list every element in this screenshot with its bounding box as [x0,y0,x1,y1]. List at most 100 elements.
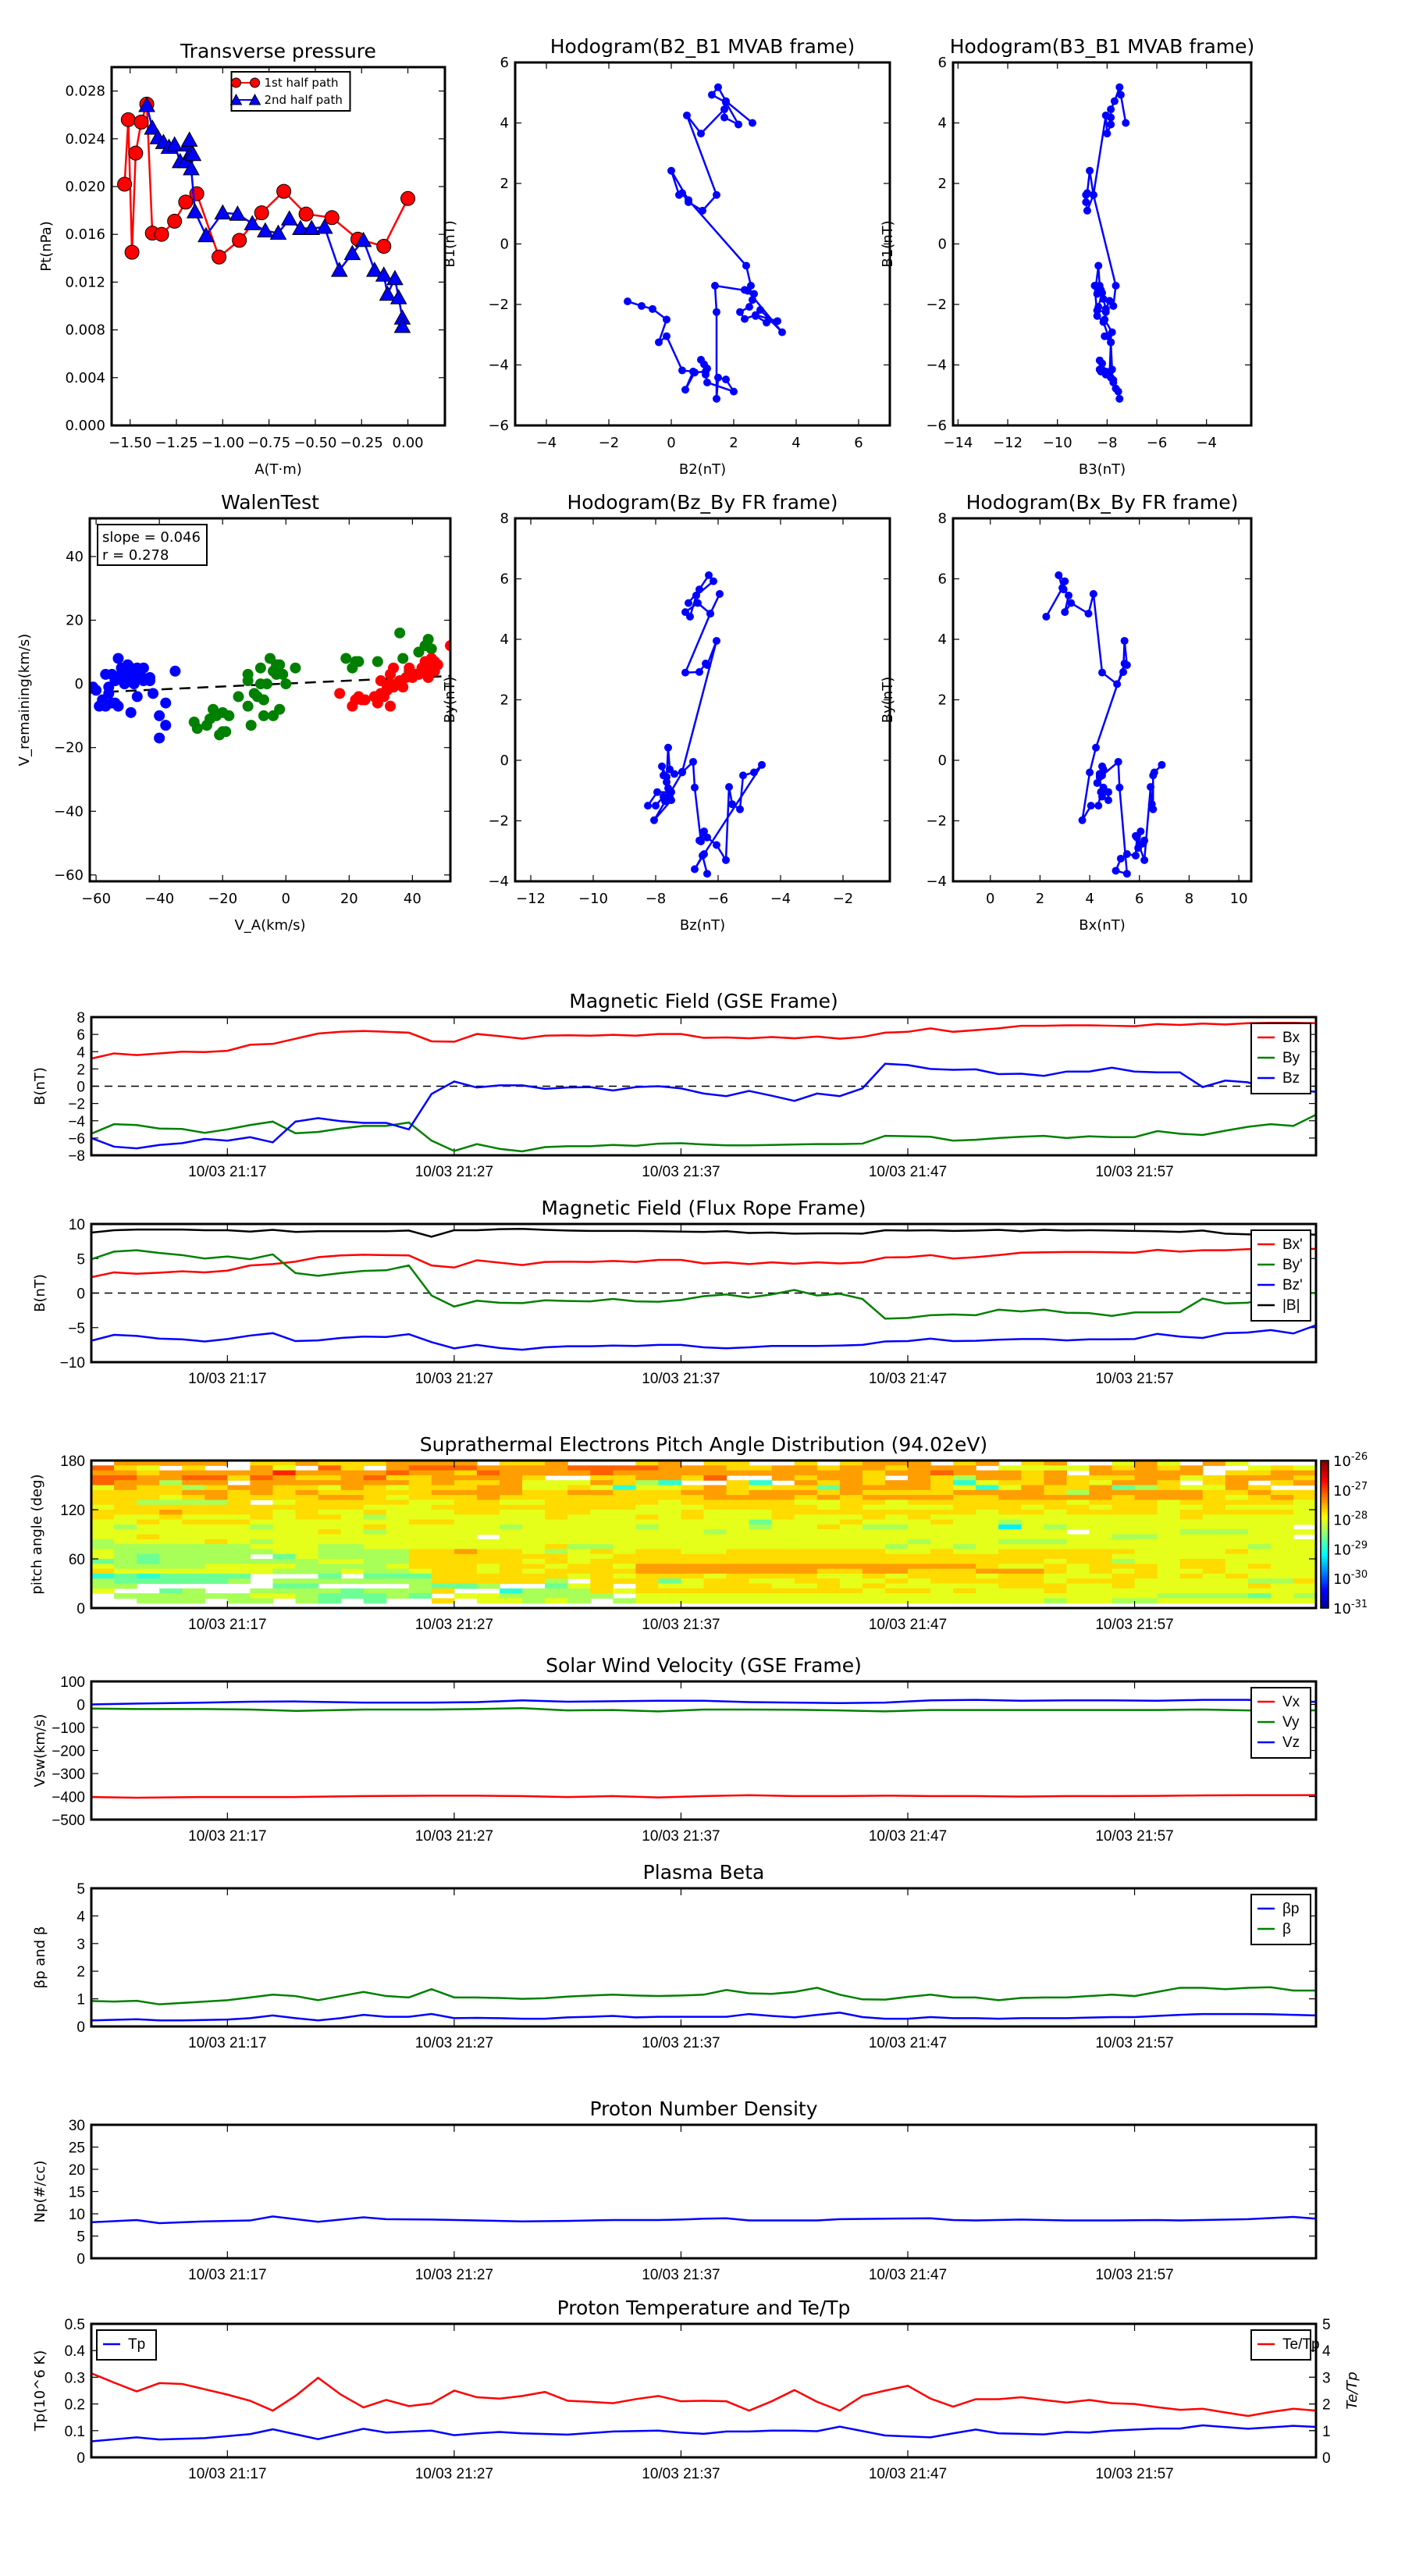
heatmap-cell [1066,1559,1090,1564]
heatmap-cell [431,1470,455,1476]
heatmap-cell [726,1529,750,1535]
heatmap-cell [1179,1568,1204,1574]
heatmap-cell [1157,1480,1181,1486]
x-tick-label: 10/03 21:27 [415,1828,493,1845]
heatmap-cell [454,1559,478,1564]
heatmap-cell [816,1568,841,1574]
y-tick-label: 2 [500,692,509,709]
x-tick-label: 10/03 21:47 [869,1828,947,1845]
heatmap-cell [1270,1539,1294,1545]
heatmap-cell [839,1495,863,1500]
y-tick-label: 15 [69,2185,85,2201]
heatmap-cell [726,1553,750,1560]
heatmap-cell [1112,1461,1136,1466]
heatmap-cell [500,1559,523,1564]
heatmap-cell [205,1480,228,1486]
colorbar-segment [1321,1583,1329,1587]
heatmap-cell [1066,1485,1090,1491]
heatmap-cell [1225,1544,1249,1550]
heatmap-cell [1157,1514,1181,1521]
heatmap-cell [500,1564,523,1570]
heatmap-cell [771,1510,795,1515]
x-axis-label: B2(nT) [679,461,726,478]
data-marker [638,301,646,310]
heatmap-cell [386,1500,410,1506]
y-tick-label: 30 [69,2118,85,2134]
data-marker [1090,281,1099,290]
heatmap-cell [862,1573,886,1579]
heatmap-cell [613,1475,636,1481]
heatmap-cell [703,1598,727,1604]
heatmap-cell [816,1598,841,1604]
data-marker [750,290,758,298]
x-tick-label: −10 [578,891,608,907]
y-tick-label: 100 [60,1674,85,1691]
heatmap-cell [635,1539,659,1545]
heatmap-cell [726,1544,750,1550]
heatmap-cell [1089,1489,1113,1496]
heatmap-cell [500,1524,523,1530]
heatmap-cell [408,1573,432,1579]
heatmap-cell [794,1470,818,1476]
data-marker [280,210,298,226]
heatmap-cell [159,1564,183,1570]
heatmap-cell [182,1475,205,1481]
heatmap-cell [250,1529,274,1535]
heatmap-cell [318,1588,342,1594]
heatmap-cell [159,1461,183,1466]
data-marker [742,262,750,270]
heatmap-cell [1157,1495,1181,1500]
heatmap-cell [431,1510,455,1515]
heatmap-cell [681,1504,705,1510]
heatmap-cell [567,1553,591,1560]
heatmap-cell [1247,1470,1272,1476]
scatter-point-green [274,659,286,671]
heatmap-cell [884,1553,909,1560]
heatmap-cell [976,1475,999,1481]
heatmap-cell [839,1489,863,1496]
scatter-point-blue [91,685,102,696]
heatmap-cell [159,1598,183,1604]
heatmap-cell [1157,1539,1181,1545]
y-tick-label: 0.012 [65,274,105,290]
heatmap-cell [227,1564,251,1570]
heatmap-cell [205,1539,228,1545]
heatmap-cell [816,1465,841,1471]
heatmap-cell [500,1544,523,1550]
heatmap-cell [1089,1593,1113,1599]
heatmap-cell [1044,1549,1067,1555]
heatmap-cell [1134,1485,1158,1491]
x-tick-label: 10/03 21:17 [188,1371,266,1387]
x-tick-label: −40 [144,891,174,907]
heatmap-cell [1021,1480,1044,1486]
axes-frame [90,2322,1318,2459]
heatmap-cell [408,1470,432,1476]
heatmap-cell [182,1524,205,1530]
heatmap-cell [205,1470,228,1476]
heatmap-cell [703,1568,727,1574]
heatmap-cell [635,1461,659,1466]
heatmap-cell [590,1578,614,1585]
data-marker [1093,311,1101,320]
heatmap-cell [862,1544,886,1550]
heatmap-cell [250,1539,274,1545]
heatmap-cell [635,1544,659,1550]
heatmap-cell [159,1593,183,1599]
y-tick-label: 2 [76,1062,85,1078]
heatmap-cell [522,1461,546,1466]
heatmap-cell [658,1514,682,1521]
colorbar-segment [1321,1492,1329,1496]
heatmap-cell [590,1519,614,1525]
heatmap-cell [726,1549,750,1555]
heatmap-cell [1134,1578,1158,1585]
heatmap-cell [930,1583,954,1589]
heatmap-cell [749,1465,773,1471]
heatmap-cell [91,1489,115,1496]
heatmap-cell [476,1539,500,1545]
heatmap-cell [227,1485,251,1491]
heatmap-cell [1270,1559,1294,1564]
heatmap-cell [771,1519,795,1525]
heatmap-cell [137,1500,160,1506]
data-marker [695,667,703,676]
heatmap-cell [227,1470,251,1476]
